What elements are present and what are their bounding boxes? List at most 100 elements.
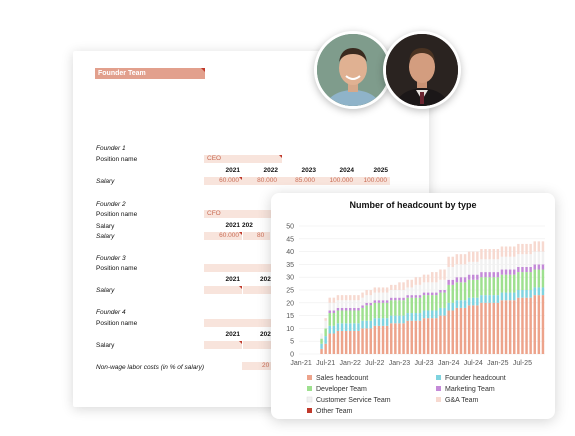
founder-3-position-input[interactable] [204, 264, 274, 272]
bar-segment [390, 284, 393, 290]
bar-segment [537, 295, 541, 354]
bar-segment [410, 295, 413, 298]
bar-segment [353, 300, 356, 308]
founder-avatar-2 [383, 31, 461, 109]
salary-cell[interactable]: 80 [243, 232, 270, 240]
bar-segment [541, 241, 545, 252]
bar-segment [517, 290, 520, 298]
bar-segment [439, 269, 442, 280]
bar-segment [537, 287, 541, 296]
bar-segment [500, 246, 504, 257]
bar-segment [439, 315, 442, 354]
bar-segment [373, 302, 377, 319]
salary-cell[interactable]: 60.000 [204, 232, 242, 240]
bar-segment [525, 297, 528, 354]
bar-segment [398, 300, 401, 316]
salary-cell[interactable] [243, 286, 274, 294]
bar-segment [406, 313, 409, 321]
bar-segment [418, 313, 422, 321]
salary-cell[interactable]: 100.000 [356, 177, 390, 185]
bar-segment [439, 292, 442, 308]
salary-cell[interactable]: 80.000 [242, 177, 280, 185]
founder-2-salary-label: Salary [96, 233, 115, 240]
salary-cell[interactable] [204, 341, 242, 349]
bar-segment [529, 297, 532, 354]
bar-segment [414, 295, 418, 298]
bar-segment [332, 325, 336, 334]
nonwage-input[interactable]: 20 [242, 362, 274, 370]
y-tick-label: 25 [286, 288, 294, 295]
founder-3-header: Founder 3 [96, 255, 126, 262]
bar-segment [521, 297, 524, 354]
founder-4-position-input[interactable] [204, 319, 274, 327]
bar-segment [328, 313, 331, 326]
bar-segment [426, 292, 430, 296]
legend-swatch [307, 386, 312, 391]
bar-segment [455, 307, 459, 354]
bar-segment [533, 264, 536, 270]
bar-segment [349, 330, 352, 354]
founder-2-position-input[interactable]: CFO [204, 210, 277, 218]
year-header: 202 [260, 331, 271, 338]
bar-segment [443, 292, 446, 308]
bar-segment [353, 330, 356, 354]
salary-cell[interactable]: 60.000 [204, 177, 242, 185]
bar-segment [504, 246, 508, 257]
bar-segment [500, 300, 504, 354]
bar-segment [332, 313, 336, 326]
bar-segment [492, 277, 495, 296]
bar-segment [361, 328, 364, 354]
bar-segment [402, 323, 405, 354]
bar-segment [455, 254, 459, 265]
sheet-title: Founder Team [95, 68, 205, 79]
x-tick-label: Jan-23 [389, 360, 411, 367]
bar-segment [463, 282, 467, 301]
bar-segment [525, 254, 528, 267]
bar-segment [349, 295, 352, 301]
nonwage-label: Non-wage labor costs (in % of salary) [96, 364, 205, 371]
bar-segment [357, 323, 360, 331]
bar-segment [504, 256, 508, 270]
x-tick-label: Jan-22 [340, 360, 362, 367]
bar-segment [472, 251, 475, 262]
bar-segment [435, 272, 438, 283]
salary-cell[interactable] [243, 341, 274, 349]
bar-segment [513, 246, 516, 257]
founder-2-position-label: Position name [96, 211, 138, 218]
bar-segment [385, 302, 389, 319]
founder-2-salary-label-row: Salary [96, 223, 115, 230]
bar-segment [484, 259, 487, 273]
founder-1-position-input[interactable]: CEO [204, 155, 282, 163]
year-header: 2021 [225, 331, 240, 338]
bar-segment [349, 310, 352, 324]
bar-segment [431, 272, 434, 283]
bar-segment [385, 287, 389, 293]
bar-segment [455, 282, 459, 301]
bar-segment [426, 295, 430, 311]
bar-segment [517, 266, 520, 273]
bar-segment [394, 323, 397, 354]
bar-segment [480, 272, 483, 278]
bar-segment [451, 266, 454, 280]
bar-segment [394, 297, 397, 301]
salary-cell[interactable] [204, 286, 242, 294]
bar-segment [418, 320, 422, 354]
x-tick-label: Jul-23 [415, 360, 434, 367]
salary-cell[interactable]: 85.000 [280, 177, 318, 185]
bar-segment [361, 297, 364, 306]
bar-segment [508, 269, 512, 275]
bar-segment [431, 282, 434, 293]
bar-segment [492, 272, 495, 278]
bar-segment [398, 315, 401, 324]
bar-segment [394, 315, 397, 324]
bar-segment [517, 272, 520, 290]
bar-segment [500, 256, 504, 270]
bar-segment [398, 290, 401, 298]
bar-segment [402, 315, 405, 324]
bar-segment [467, 261, 471, 275]
bar-segment [484, 302, 487, 354]
bar-segment [533, 295, 536, 354]
y-tick-label: 5 [290, 339, 294, 346]
bar-segment [365, 302, 368, 306]
salary-cell[interactable]: 100.000 [318, 177, 356, 185]
